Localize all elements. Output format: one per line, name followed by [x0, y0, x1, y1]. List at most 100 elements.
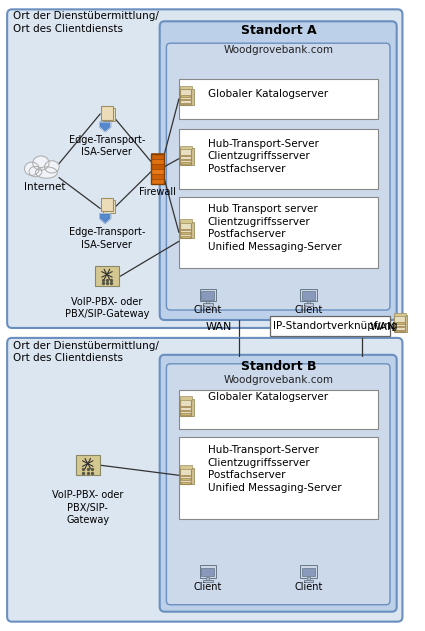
Ellipse shape [45, 161, 59, 173]
Bar [181, 236, 190, 238]
Bar [101, 198, 113, 211]
Ellipse shape [25, 162, 39, 175]
Bar [180, 146, 193, 150]
Bar [179, 390, 378, 430]
Bar [179, 437, 378, 519]
Bar [180, 465, 193, 469]
Bar [199, 288, 216, 302]
Bar [181, 155, 190, 156]
Bar [395, 329, 404, 331]
Bar [182, 148, 193, 165]
Text: Client: Client [294, 582, 323, 592]
Bar [181, 158, 190, 160]
Bar [181, 99, 190, 100]
Text: Hub-Transport-Server
Clientzugriffsserver
Postfachserver
Unified Messaging-Serve: Hub-Transport-Server Clientzugriffsserve… [208, 445, 341, 493]
Text: Hub-Transport-Server
Clientzugriffsserver
Postfachserver: Hub-Transport-Server Clientzugriffsserve… [208, 139, 319, 174]
Text: Client: Client [193, 305, 222, 315]
Bar [307, 300, 310, 304]
Bar [182, 399, 193, 416]
Bar [300, 565, 317, 578]
Bar [151, 168, 164, 174]
Bar [207, 300, 209, 304]
Bar [181, 413, 190, 415]
Bar [151, 153, 164, 158]
Bar [181, 162, 190, 164]
Polygon shape [100, 122, 111, 132]
Bar [302, 568, 315, 577]
Bar [395, 322, 404, 324]
Bar [181, 478, 190, 480]
Text: Hub Transport server
Clientzugriffsserver
Postfachserver
Unified Messaging-Serve: Hub Transport server Clientzugriffsserve… [208, 204, 341, 252]
Bar [199, 565, 216, 578]
Text: IP-Standortverknüpfung: IP-Standortverknüpfung [273, 321, 397, 331]
Ellipse shape [33, 156, 49, 170]
Bar [203, 580, 212, 582]
Text: Client: Client [193, 582, 222, 592]
Text: WAN: WAN [205, 322, 232, 332]
Text: Edge-Transport-
ISA-Server: Edge-Transport- ISA-Server [69, 227, 145, 250]
Bar [151, 163, 164, 168]
FancyBboxPatch shape [167, 364, 390, 604]
Text: VoIP-PBX- oder
PBX/SIP-Gateway: VoIP-PBX- oder PBX/SIP-Gateway [65, 297, 149, 319]
Bar [300, 288, 317, 302]
Ellipse shape [29, 167, 42, 177]
Bar [180, 148, 191, 165]
Bar [303, 580, 313, 582]
Bar [180, 219, 193, 223]
Text: Globaler Katalogserver: Globaler Katalogserver [208, 89, 328, 99]
Bar [180, 88, 191, 105]
Bar [102, 108, 115, 121]
Bar [307, 577, 310, 581]
Text: Edge-Transport-
ISA-Server: Edge-Transport- ISA-Server [69, 135, 145, 157]
FancyBboxPatch shape [160, 355, 397, 611]
Bar [180, 399, 191, 416]
Text: Woodgrovebank.com: Woodgrovebank.com [224, 375, 334, 385]
Text: Ort der Dienstübermittlung/
Ort des Clientdiensts: Ort der Dienstübermittlung/ Ort des Clie… [13, 11, 159, 33]
Bar [180, 222, 191, 239]
Bar [180, 86, 193, 90]
Bar [179, 129, 378, 189]
FancyBboxPatch shape [7, 9, 402, 328]
Bar [102, 199, 115, 213]
Bar [303, 303, 313, 305]
FancyBboxPatch shape [167, 43, 390, 310]
Bar [207, 577, 209, 581]
FancyBboxPatch shape [160, 21, 397, 320]
Text: Ort der Dienstübermittlung/
Ort des Clientdiensts: Ort der Dienstübermittlung/ Ort des Clie… [13, 341, 159, 363]
Polygon shape [100, 214, 111, 223]
Text: Client: Client [294, 305, 323, 315]
Text: Standort A: Standort A [241, 24, 317, 37]
Bar [201, 292, 214, 300]
Bar [151, 178, 164, 184]
Text: VoIP-PBX- oder
PBX/SIP-
Gateway: VoIP-PBX- oder PBX/SIP- Gateway [52, 490, 123, 525]
Bar [181, 406, 190, 408]
Bar [151, 154, 164, 184]
Bar [203, 303, 212, 305]
Text: Internet: Internet [24, 182, 65, 192]
Bar [181, 228, 190, 230]
Bar [394, 313, 406, 317]
Bar [95, 266, 119, 286]
Text: Globaler Katalogserver: Globaler Katalogserver [208, 392, 328, 402]
Text: WAN: WAN [370, 322, 396, 332]
Bar [395, 326, 404, 327]
Bar [270, 316, 390, 336]
Bar [180, 468, 191, 484]
Bar [181, 475, 190, 476]
Bar [181, 95, 190, 97]
Bar [181, 482, 190, 483]
Bar [181, 232, 190, 234]
Text: Standort B: Standort B [241, 360, 317, 373]
Bar [151, 173, 164, 179]
Bar [182, 88, 193, 105]
Bar [151, 158, 164, 163]
Bar [201, 568, 214, 577]
Bar [181, 103, 190, 104]
Text: Firewall: Firewall [139, 187, 176, 197]
Bar [180, 396, 193, 400]
Bar [101, 106, 113, 119]
Bar [76, 456, 100, 475]
Bar [179, 196, 378, 268]
Ellipse shape [35, 167, 57, 178]
Text: Woodgrovebank.com: Woodgrovebank.com [224, 45, 334, 55]
